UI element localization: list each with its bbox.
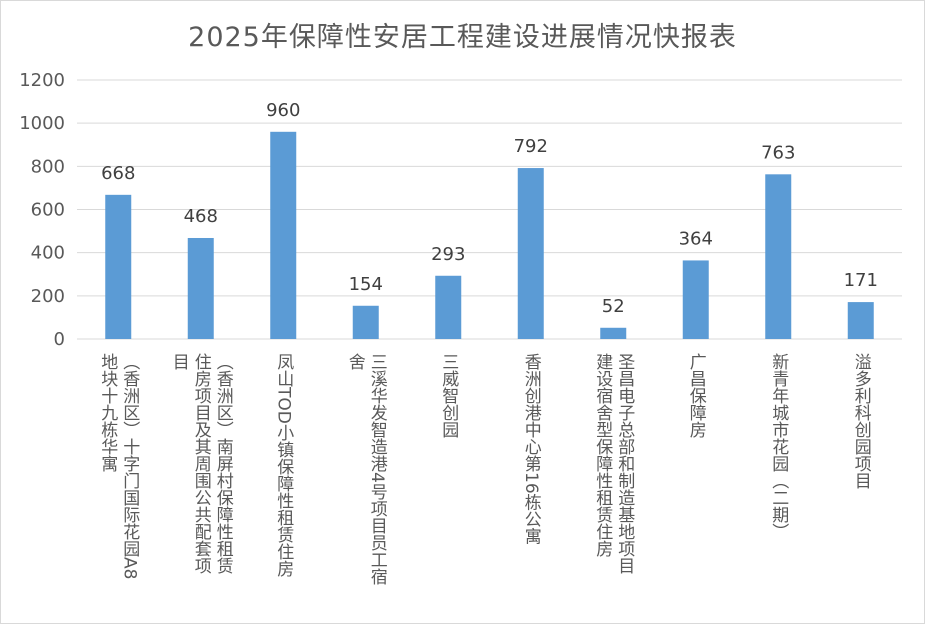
bar: [765, 174, 792, 339]
bar: [352, 305, 379, 339]
bar: [517, 168, 544, 339]
y-tick-label: 200: [31, 286, 65, 307]
data-label: 960: [266, 100, 300, 121]
x-tick-label: 新青年城市花园（二期）: [768, 353, 789, 540]
x-tick-label: 住房项目及其周围公共配套项: [191, 353, 212, 574]
bar: [187, 237, 214, 339]
x-tick-label: 广昌保障房: [686, 353, 707, 439]
data-label: 364: [679, 228, 713, 249]
x-tick-label: 凤山TOD小镇保障性租赁住房: [273, 353, 294, 578]
data-label: 52: [602, 296, 625, 317]
y-tick-label: 800: [31, 156, 65, 177]
x-tick-label: 地块十九栋华寓: [97, 353, 118, 472]
x-tick-label: 溢多利科创园项目: [851, 353, 872, 489]
x-tick-label: （香洲区）十字门国际花园A8: [119, 353, 140, 579]
data-label: 763: [761, 142, 795, 163]
data-label: 293: [431, 244, 465, 265]
x-tick-label: （香洲区）南屏村保障性租赁: [213, 353, 234, 574]
bar: [847, 302, 874, 339]
x-tick-label: 三溪华发智造港4号项目员工宿: [367, 353, 388, 585]
chart-title: 2025年保障性安居工程建设进展情况快报表: [188, 22, 737, 53]
data-label: 792: [514, 136, 548, 157]
bar: [270, 131, 297, 339]
data-label: 154: [349, 274, 383, 295]
y-tick-label: 600: [31, 200, 65, 221]
x-tick-label: 目: [169, 353, 189, 370]
data-label: 171: [844, 270, 878, 291]
data-label: 468: [184, 206, 218, 227]
data-label: 668: [101, 163, 135, 184]
x-tick-label: 香洲创港中心第16栋公寓: [521, 353, 542, 545]
y-tick-label: 1200: [19, 70, 65, 91]
bar: [435, 275, 462, 339]
bar: [600, 327, 627, 339]
y-tick-label: 400: [31, 243, 65, 264]
x-tick-label: 建设宿舍型保障性租赁住房: [592, 353, 613, 558]
x-tick-label: 舍: [345, 353, 366, 370]
y-tick-label: 1000: [19, 113, 65, 134]
y-tick-label: 0: [54, 329, 65, 350]
x-tick-label: 圣昌电子总部和制造基地项目: [614, 353, 635, 574]
bar: [682, 260, 709, 339]
bar: [105, 194, 132, 339]
x-tick-label: 三威智创园: [438, 353, 459, 438]
